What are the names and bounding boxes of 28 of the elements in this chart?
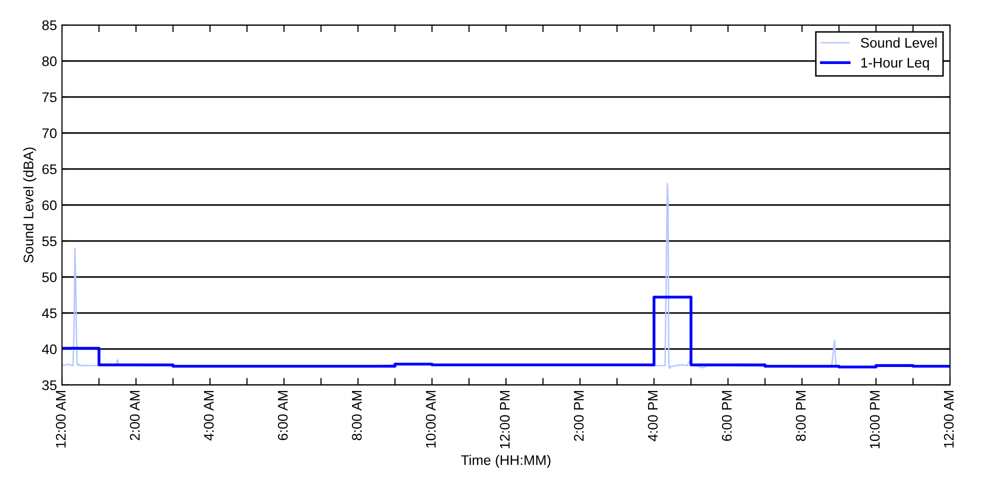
x-tick-label: 10:00 AM [426, 390, 436, 448]
x-tick-label: 8:00 AM [352, 391, 362, 440]
y-tick-label: 70 [42, 128, 57, 138]
y-tick-label: 65 [42, 164, 57, 174]
x-tick-label: 4:00 PM [648, 391, 658, 442]
x-tick-label: 12:00 AM [56, 390, 66, 448]
x-tick-label: 12:00 AM [944, 390, 954, 448]
y-tick-label: 35 [42, 380, 57, 390]
x-axis-title: Time (HH:MM) [461, 454, 550, 468]
x-tick-label: 12:00 PM [500, 390, 510, 448]
y-tick-label: 85 [42, 20, 57, 30]
y-tick-label: 45 [42, 308, 57, 318]
x-tick-label: 10:00 PM [870, 390, 880, 448]
legend-label: Sound Level [860, 38, 937, 48]
x-tick-label: 6:00 AM [278, 391, 288, 440]
y-tick-label: 40 [42, 344, 57, 354]
y-tick-label: 55 [42, 236, 57, 246]
y-tick-label: 60 [42, 200, 57, 210]
y-tick-label: 75 [42, 92, 57, 102]
y-tick-label: 80 [42, 56, 57, 66]
y-tick-label: 50 [42, 272, 57, 282]
x-tick-label: 2:00 AM [130, 391, 140, 440]
y-axis-title: Sound Level (dBA) [23, 148, 36, 263]
x-tick-label: 2:00 PM [574, 391, 584, 441]
x-tick-label: 4:00 AM [204, 391, 214, 440]
x-tick-label: 8:00 PM [796, 391, 806, 441]
x-tick-label: 6:00 PM [722, 391, 732, 441]
legend-label: 1-Hour Leq [861, 58, 929, 70]
